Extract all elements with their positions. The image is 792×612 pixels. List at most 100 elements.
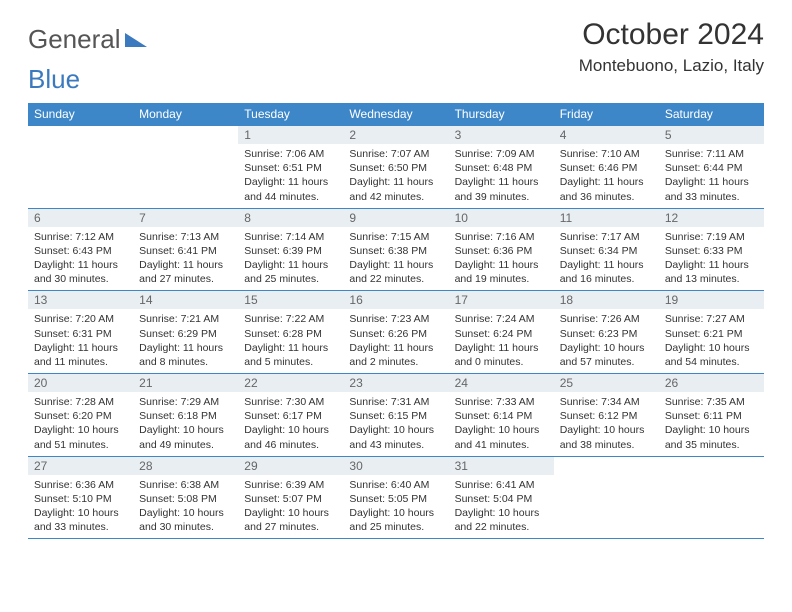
day-number: 30 [343, 457, 448, 475]
calendar-week-row: . . 1Sunrise: 7:06 AMSunset: 6:51 PMDayl… [28, 126, 764, 209]
day-number: 31 [449, 457, 554, 475]
day-number: 13 [28, 291, 133, 309]
day-number: 16 [343, 291, 448, 309]
day-number: 18 [554, 291, 659, 309]
calendar-day-cell: 31Sunrise: 6:41 AMSunset: 5:04 PMDayligh… [449, 456, 554, 539]
day-details: Sunrise: 7:21 AMSunset: 6:29 PMDaylight:… [133, 309, 238, 373]
calendar-day-cell: 29Sunrise: 6:39 AMSunset: 5:07 PMDayligh… [238, 456, 343, 539]
logo-text-2: Blue [28, 64, 80, 95]
location: Montebuono, Lazio, Italy [579, 56, 764, 76]
calendar-week-row: 6Sunrise: 7:12 AMSunset: 6:43 PMDaylight… [28, 208, 764, 291]
day-number: 10 [449, 209, 554, 227]
day-number: 23 [343, 374, 448, 392]
day-number: 22 [238, 374, 343, 392]
weekday-header-row: Sunday Monday Tuesday Wednesday Thursday… [28, 103, 764, 126]
day-number: 12 [659, 209, 764, 227]
day-number: 24 [449, 374, 554, 392]
day-details: Sunrise: 7:26 AMSunset: 6:23 PMDaylight:… [554, 309, 659, 373]
calendar-day-cell: 2Sunrise: 7:07 AMSunset: 6:50 PMDaylight… [343, 126, 448, 209]
day-details: Sunrise: 7:13 AMSunset: 6:41 PMDaylight:… [133, 227, 238, 291]
calendar-day-cell: . [659, 456, 764, 539]
calendar-day-cell: . [28, 126, 133, 209]
logo-text-1: General [28, 24, 121, 55]
calendar-day-cell: 5Sunrise: 7:11 AMSunset: 6:44 PMDaylight… [659, 126, 764, 209]
calendar-day-cell: . [133, 126, 238, 209]
day-number: 15 [238, 291, 343, 309]
calendar-day-cell: 28Sunrise: 6:38 AMSunset: 5:08 PMDayligh… [133, 456, 238, 539]
weekday-header: Friday [554, 103, 659, 126]
day-number: 29 [238, 457, 343, 475]
calendar-day-cell: 26Sunrise: 7:35 AMSunset: 6:11 PMDayligh… [659, 374, 764, 457]
calendar-day-cell: 27Sunrise: 6:36 AMSunset: 5:10 PMDayligh… [28, 456, 133, 539]
day-number: 20 [28, 374, 133, 392]
day-number: 21 [133, 374, 238, 392]
weekday-header: Saturday [659, 103, 764, 126]
calendar-day-cell: 30Sunrise: 6:40 AMSunset: 5:05 PMDayligh… [343, 456, 448, 539]
day-number: 8 [238, 209, 343, 227]
weekday-header: Wednesday [343, 103, 448, 126]
day-number: 26 [659, 374, 764, 392]
day-number: 3 [449, 126, 554, 144]
calendar-day-cell: 18Sunrise: 7:26 AMSunset: 6:23 PMDayligh… [554, 291, 659, 374]
day-details: Sunrise: 7:12 AMSunset: 6:43 PMDaylight:… [28, 227, 133, 291]
logo: General [28, 18, 147, 55]
day-details: Sunrise: 6:36 AMSunset: 5:10 PMDaylight:… [28, 475, 133, 539]
calendar-day-cell: 15Sunrise: 7:22 AMSunset: 6:28 PMDayligh… [238, 291, 343, 374]
calendar-day-cell: 21Sunrise: 7:29 AMSunset: 6:18 PMDayligh… [133, 374, 238, 457]
calendar-day-cell: 9Sunrise: 7:15 AMSunset: 6:38 PMDaylight… [343, 208, 448, 291]
weekday-header: Sunday [28, 103, 133, 126]
day-number: 19 [659, 291, 764, 309]
day-number: 1 [238, 126, 343, 144]
day-number: 6 [28, 209, 133, 227]
calendar-day-cell: 11Sunrise: 7:17 AMSunset: 6:34 PMDayligh… [554, 208, 659, 291]
logo-mark-icon [125, 33, 147, 47]
day-details: Sunrise: 7:06 AMSunset: 6:51 PMDaylight:… [238, 144, 343, 208]
day-details: Sunrise: 7:15 AMSunset: 6:38 PMDaylight:… [343, 227, 448, 291]
day-number: 25 [554, 374, 659, 392]
calendar-day-cell: 20Sunrise: 7:28 AMSunset: 6:20 PMDayligh… [28, 374, 133, 457]
calendar-day-cell: . [554, 456, 659, 539]
day-details: Sunrise: 7:33 AMSunset: 6:14 PMDaylight:… [449, 392, 554, 456]
calendar-day-cell: 13Sunrise: 7:20 AMSunset: 6:31 PMDayligh… [28, 291, 133, 374]
day-details: Sunrise: 7:11 AMSunset: 6:44 PMDaylight:… [659, 144, 764, 208]
weekday-header: Tuesday [238, 103, 343, 126]
calendar-week-row: 13Sunrise: 7:20 AMSunset: 6:31 PMDayligh… [28, 291, 764, 374]
day-number: 28 [133, 457, 238, 475]
day-number: 14 [133, 291, 238, 309]
day-details: Sunrise: 7:10 AMSunset: 6:46 PMDaylight:… [554, 144, 659, 208]
day-number: 4 [554, 126, 659, 144]
calendar-day-cell: 3Sunrise: 7:09 AMSunset: 6:48 PMDaylight… [449, 126, 554, 209]
day-details: Sunrise: 6:38 AMSunset: 5:08 PMDaylight:… [133, 475, 238, 539]
day-details: Sunrise: 7:23 AMSunset: 6:26 PMDaylight:… [343, 309, 448, 373]
calendar-week-row: 27Sunrise: 6:36 AMSunset: 5:10 PMDayligh… [28, 456, 764, 539]
day-details: Sunrise: 7:31 AMSunset: 6:15 PMDaylight:… [343, 392, 448, 456]
calendar-day-cell: 25Sunrise: 7:34 AMSunset: 6:12 PMDayligh… [554, 374, 659, 457]
weekday-header: Monday [133, 103, 238, 126]
day-details: Sunrise: 7:30 AMSunset: 6:17 PMDaylight:… [238, 392, 343, 456]
day-number: 7 [133, 209, 238, 227]
calendar-day-cell: 1Sunrise: 7:06 AMSunset: 6:51 PMDaylight… [238, 126, 343, 209]
day-details: Sunrise: 6:41 AMSunset: 5:04 PMDaylight:… [449, 475, 554, 539]
day-details: Sunrise: 7:19 AMSunset: 6:33 PMDaylight:… [659, 227, 764, 291]
day-details: Sunrise: 7:16 AMSunset: 6:36 PMDaylight:… [449, 227, 554, 291]
calendar-day-cell: 12Sunrise: 7:19 AMSunset: 6:33 PMDayligh… [659, 208, 764, 291]
calendar-day-cell: 4Sunrise: 7:10 AMSunset: 6:46 PMDaylight… [554, 126, 659, 209]
day-details: Sunrise: 7:35 AMSunset: 6:11 PMDaylight:… [659, 392, 764, 456]
calendar-day-cell: 8Sunrise: 7:14 AMSunset: 6:39 PMDaylight… [238, 208, 343, 291]
day-details: Sunrise: 7:14 AMSunset: 6:39 PMDaylight:… [238, 227, 343, 291]
calendar-day-cell: 24Sunrise: 7:33 AMSunset: 6:14 PMDayligh… [449, 374, 554, 457]
day-details: Sunrise: 6:40 AMSunset: 5:05 PMDaylight:… [343, 475, 448, 539]
day-details: Sunrise: 7:28 AMSunset: 6:20 PMDaylight:… [28, 392, 133, 456]
day-details: Sunrise: 7:27 AMSunset: 6:21 PMDaylight:… [659, 309, 764, 373]
day-details: Sunrise: 7:34 AMSunset: 6:12 PMDaylight:… [554, 392, 659, 456]
day-number: 11 [554, 209, 659, 227]
calendar-day-cell: 7Sunrise: 7:13 AMSunset: 6:41 PMDaylight… [133, 208, 238, 291]
day-number: 9 [343, 209, 448, 227]
day-number: 17 [449, 291, 554, 309]
day-number: 27 [28, 457, 133, 475]
day-details: Sunrise: 7:29 AMSunset: 6:18 PMDaylight:… [133, 392, 238, 456]
day-details: Sunrise: 7:24 AMSunset: 6:24 PMDaylight:… [449, 309, 554, 373]
day-details: Sunrise: 7:17 AMSunset: 6:34 PMDaylight:… [554, 227, 659, 291]
day-number: 5 [659, 126, 764, 144]
calendar-day-cell: 6Sunrise: 7:12 AMSunset: 6:43 PMDaylight… [28, 208, 133, 291]
